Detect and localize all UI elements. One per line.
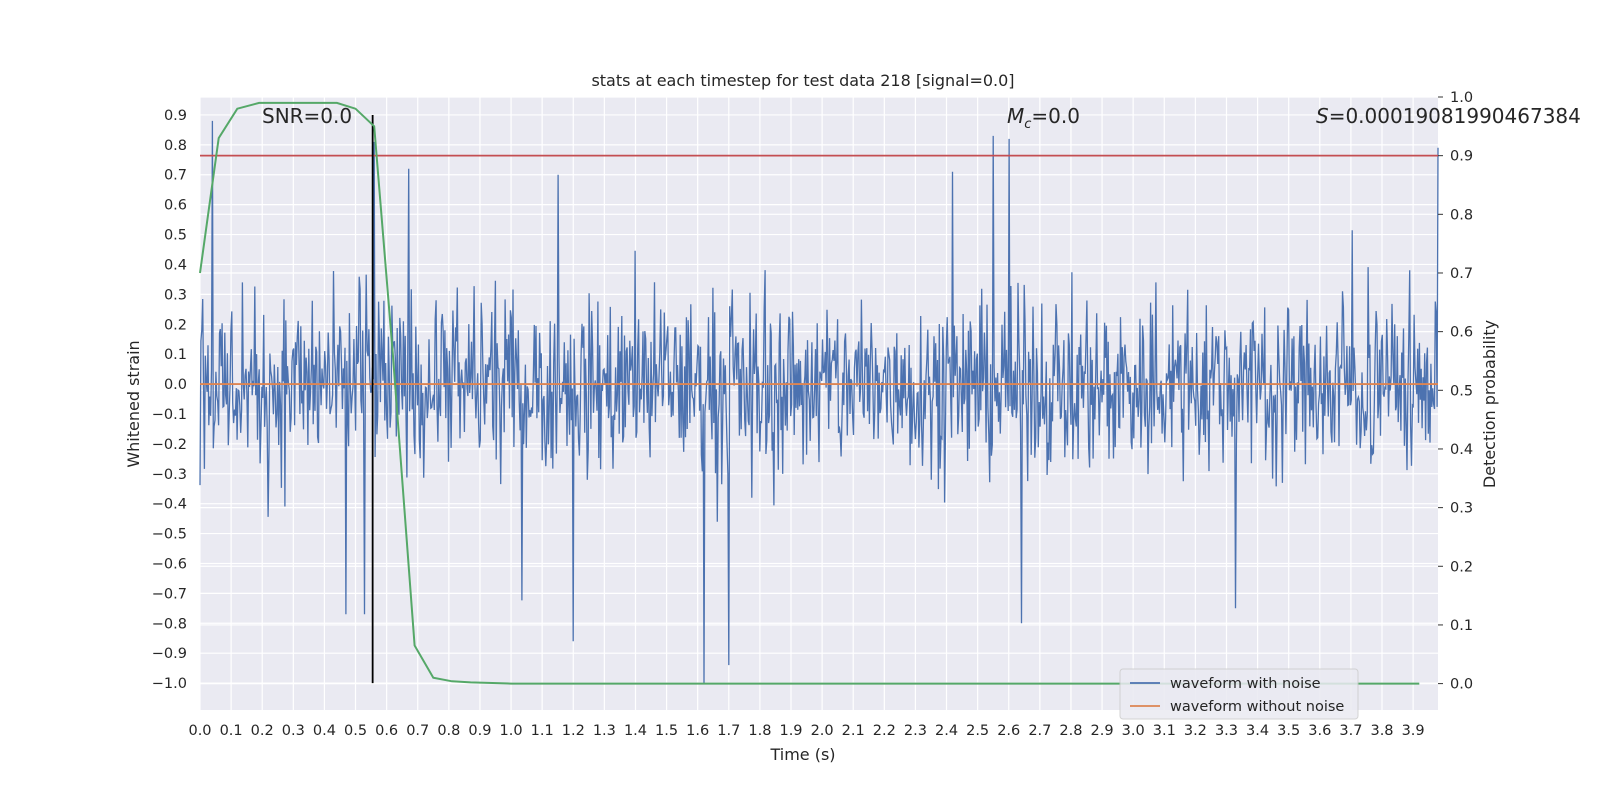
y-axis-right: 1.0 0.9 0.8 0.7 0.6 0.5 0.4 0.3 0.2 0.1 0.0 (1438, 90, 1473, 693)
y-tick-label: −0.7 (152, 586, 187, 602)
y-tick-label: −0.3 (152, 467, 187, 483)
x-tick-label: 1.6 (686, 723, 709, 739)
x-tick-label: 0.5 (344, 723, 367, 739)
y-tick-label: −0.1 (152, 407, 187, 423)
x-tick-label: 3.6 (1308, 723, 1331, 739)
x-tick-label: 0.7 (406, 723, 429, 739)
x-tick-label: 2.7 (1028, 723, 1051, 739)
x-tick-label: 2.9 (1091, 723, 1114, 739)
legend: waveform with noise waveform without noi… (1119, 668, 1359, 720)
x-tick-label: 2.4 (935, 723, 958, 739)
x-tick-label: 1.2 (562, 723, 585, 739)
x-tick-label: 1.7 (717, 723, 740, 739)
y-tick-label: −0.4 (152, 497, 187, 513)
x-tick-label: 1.1 (531, 723, 554, 739)
y-tick-label: 0.7 (164, 168, 187, 184)
y2-tick-label: 0.4 (1450, 442, 1473, 458)
x-tick-label: 2.8 (1059, 723, 1082, 739)
y-tick-label: 0.0 (164, 377, 187, 393)
y2-tick-label: 0.6 (1450, 325, 1473, 341)
x-tick-label: 3.3 (1215, 723, 1238, 739)
series-detection-probability (199, 101, 1420, 685)
y2-tick-label: 0.8 (1450, 207, 1473, 223)
y-tick-label: −0.9 (152, 646, 187, 662)
x-tick-label: 2.5 (966, 723, 989, 739)
y-tick-label: 0.1 (164, 347, 187, 363)
x-tick-label: 3.1 (1153, 723, 1176, 739)
y2-tick-label: 0.0 (1450, 677, 1473, 693)
x-tick-label: 1.5 (655, 723, 678, 739)
y2-axis-label: Detection probability (1480, 320, 1499, 488)
chart-title: stats at each timestep for test data 218… (591, 71, 1014, 90)
y2-tick-label: 0.9 (1450, 149, 1473, 165)
y-tick-label: −1.0 (152, 676, 187, 692)
mc-subscript: c (1024, 117, 1031, 132)
x-axis-label: Time (s) (769, 745, 835, 764)
x-tick-label: 0.6 (375, 723, 398, 739)
chirp-mass-annotation: Mc=0.0 (1007, 104, 1080, 132)
x-tick-label: 3.8 (1370, 723, 1393, 739)
y2-tick-label: 0.3 (1450, 501, 1473, 517)
x-tick-label: 1.8 (748, 723, 771, 739)
x-tick-label: 3.7 (1339, 723, 1362, 739)
x-tick-label: 3.0 (1122, 723, 1145, 739)
y-tick-label: 0.2 (164, 317, 187, 333)
x-tick-label: 3.4 (1246, 723, 1269, 739)
x-tick-label: 1.0 (500, 723, 523, 739)
x-tick-label: 0.2 (251, 723, 274, 739)
y-tick-label: 0.9 (164, 108, 187, 124)
x-tick-label: 0.1 (220, 723, 243, 739)
x-tick-label: 0.0 (188, 723, 211, 739)
x-tick-label: 1.9 (779, 723, 802, 739)
s-annotation: S=0.00019081990467384 (1316, 104, 1581, 128)
y2-tick-label: 1.0 (1450, 90, 1473, 106)
y-tick-label: 0.8 (164, 138, 187, 154)
x-tick-label: 0.4 (313, 723, 336, 739)
x-tick-label: 3.9 (1402, 723, 1425, 739)
x-tick-label: 2.3 (904, 723, 927, 739)
y-tick-label: −0.5 (152, 527, 187, 543)
y-tick-label: −0.2 (152, 437, 187, 453)
x-axis: 0.0 0.1 0.2 0.3 0.4 0.5 0.6 0.7 0.8 0.9 1.0 1.1 1.2 1… (188, 723, 1424, 739)
y2-tick-label: 0.5 (1450, 383, 1473, 399)
mc-value: =0.0 (1031, 104, 1080, 128)
legend-label-clean: waveform without noise (1170, 699, 1344, 715)
y-axis-label: Whitened strain (124, 340, 143, 467)
snr-annotation: SNR=0.0 (262, 104, 352, 128)
y-tick-label: 0.3 (164, 287, 187, 303)
x-tick-label: 0.8 (437, 723, 460, 739)
y2-tick-label: 0.2 (1450, 559, 1473, 575)
y-tick-label: 0.6 (164, 198, 187, 214)
legend-box (1119, 668, 1359, 720)
y2-tick-label: 0.1 (1450, 618, 1473, 634)
x-tick-label: 0.9 (468, 723, 491, 739)
x-tick-label: 3.2 (1184, 723, 1207, 739)
mc-symbol: M (1007, 104, 1024, 128)
x-tick-label: 2.1 (842, 723, 865, 739)
x-tick-label: 0.3 (282, 723, 305, 739)
y-tick-label: −0.8 (152, 616, 187, 632)
y-axis-left: 0.9 0.8 0.7 0.6 0.5 0.4 0.3 0.2 0.1 0.0 −0.1 −0.2 −0… (152, 108, 187, 692)
x-tick-label: 2.6 (997, 723, 1020, 739)
x-tick-label: 3.5 (1277, 723, 1300, 739)
y-tick-label: 0.5 (164, 228, 187, 244)
s-symbol: S (1316, 104, 1329, 128)
x-tick-label: 2.2 (873, 723, 896, 739)
s-value: =0.00019081990467384 (1329, 104, 1581, 128)
legend-label-noise: waveform with noise (1170, 676, 1321, 692)
x-tick-label: 1.4 (624, 723, 647, 739)
y-tick-label: 0.4 (164, 257, 187, 273)
series-waveform-with-noise (199, 120, 1439, 684)
y2-tick-label: 0.7 (1450, 266, 1473, 282)
x-tick-label: 1.3 (593, 723, 616, 739)
x-tick-label: 2.0 (811, 723, 834, 739)
y-tick-label: −0.6 (152, 556, 187, 572)
